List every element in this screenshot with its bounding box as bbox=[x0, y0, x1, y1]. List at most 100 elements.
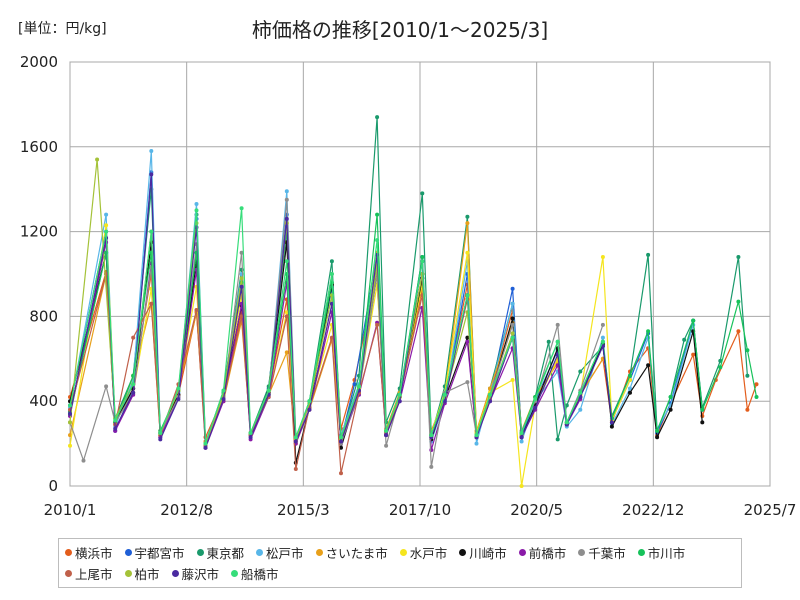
data-point bbox=[533, 405, 538, 410]
legend-label: 川崎市 bbox=[469, 546, 507, 561]
data-point bbox=[465, 335, 470, 340]
data-point bbox=[384, 433, 389, 438]
series-13 bbox=[68, 206, 605, 446]
data-point bbox=[384, 443, 389, 448]
data-point bbox=[307, 399, 312, 404]
data-point bbox=[284, 189, 289, 194]
data-point bbox=[465, 380, 470, 385]
data-point bbox=[609, 424, 614, 429]
legend-item: さいたま市 bbox=[315, 542, 388, 563]
data-point bbox=[194, 202, 199, 206]
data-point bbox=[474, 433, 479, 438]
data-point bbox=[131, 335, 136, 340]
data-point bbox=[339, 435, 343, 440]
legend-label: 千葉市 bbox=[588, 546, 626, 561]
data-point bbox=[736, 299, 741, 304]
y-tick-label: 800 bbox=[29, 307, 58, 325]
legend-item: 川崎市 bbox=[459, 542, 507, 563]
y-tick-label: 0 bbox=[48, 477, 58, 495]
data-point bbox=[375, 115, 380, 120]
data-point bbox=[149, 229, 154, 234]
data-point bbox=[239, 250, 244, 255]
data-point bbox=[510, 322, 515, 327]
data-point bbox=[745, 348, 750, 353]
legend-label: 東京都 bbox=[206, 546, 245, 561]
data-point bbox=[68, 420, 72, 425]
data-point bbox=[194, 208, 199, 213]
x-tick-label: 2020/5 bbox=[510, 501, 563, 519]
data-point bbox=[465, 339, 470, 344]
data-point bbox=[546, 339, 551, 344]
data-point bbox=[384, 428, 389, 433]
data-point bbox=[68, 411, 72, 416]
data-point bbox=[104, 212, 109, 217]
data-point bbox=[510, 331, 515, 336]
data-point bbox=[465, 293, 470, 298]
legend-label: 横浜市 bbox=[75, 546, 113, 561]
data-point bbox=[113, 418, 118, 423]
legend-item: 上尾市 bbox=[65, 563, 113, 584]
legend: 横浜市 宇都宮市 東京都 松戸市 さいたま市 水戸市 川崎市 前橋市 千葉市 市川市 上尾市 柏市 藤沢… bbox=[58, 538, 742, 588]
legend-item: 千葉市 bbox=[578, 542, 626, 563]
legend-item: 船橋市 bbox=[231, 563, 279, 584]
data-point bbox=[284, 350, 289, 355]
y-tick-label: 1200 bbox=[20, 223, 58, 241]
data-point bbox=[248, 435, 253, 440]
data-point bbox=[149, 149, 154, 153]
data-point bbox=[104, 223, 109, 228]
data-point bbox=[158, 437, 163, 442]
data-point bbox=[754, 382, 759, 387]
data-point bbox=[149, 172, 154, 177]
legend-item: 宇都宮市 bbox=[124, 542, 185, 563]
data-point bbox=[339, 439, 343, 444]
data-point bbox=[375, 212, 380, 217]
data-point bbox=[646, 329, 651, 334]
data-point bbox=[510, 286, 515, 291]
data-point bbox=[578, 407, 583, 412]
data-point bbox=[488, 386, 492, 391]
unit-label: [単位：円/kg] bbox=[18, 21, 107, 37]
data-point bbox=[736, 329, 741, 334]
legend-item: 前橋市 bbox=[518, 542, 566, 563]
y-tick-label: 1600 bbox=[20, 138, 58, 156]
data-point bbox=[339, 471, 343, 476]
data-point bbox=[510, 301, 515, 306]
legend-marker bbox=[171, 570, 179, 577]
x-tick-label: 2017/10 bbox=[389, 501, 451, 519]
legend-marker bbox=[399, 549, 407, 556]
data-point bbox=[745, 407, 750, 412]
legend-marker bbox=[231, 570, 239, 577]
data-point bbox=[691, 352, 696, 357]
legend-item: 松戸市 bbox=[256, 542, 304, 563]
data-point bbox=[646, 363, 651, 368]
y-tick-label: 2000 bbox=[20, 53, 58, 71]
data-point bbox=[221, 388, 226, 393]
legend-item: 市川市 bbox=[637, 542, 686, 563]
data-point bbox=[397, 399, 402, 404]
chart-title: 柿価格の推移[2010/1～2025/3] bbox=[251, 18, 549, 42]
data-point bbox=[239, 206, 244, 211]
legend-item: 横浜市 bbox=[65, 542, 113, 563]
data-point bbox=[158, 431, 163, 435]
data-point bbox=[745, 373, 750, 378]
data-point bbox=[68, 403, 72, 408]
data-point bbox=[628, 390, 632, 395]
y-axis-ticks: 0 400 800 1200 1600 2000 bbox=[20, 53, 58, 495]
data-point bbox=[682, 337, 687, 342]
x-tick-label: 2022/12 bbox=[622, 501, 684, 519]
data-point bbox=[519, 435, 524, 440]
data-point bbox=[113, 426, 118, 431]
legend-marker bbox=[315, 549, 323, 556]
data-point bbox=[284, 310, 289, 315]
data-point bbox=[442, 392, 447, 397]
legend-label: 市川市 bbox=[647, 546, 686, 561]
data-point bbox=[718, 365, 723, 370]
legend-marker bbox=[459, 549, 467, 556]
data-point bbox=[628, 373, 632, 378]
x-axis-ticks: 2010/1 2012/8 2015/3 2017/10 2020/5 2022/12 20… bbox=[44, 501, 797, 519]
legend-item: 柏市 bbox=[124, 563, 160, 584]
data-point bbox=[668, 407, 673, 412]
data-point bbox=[519, 431, 524, 435]
data-point bbox=[420, 259, 425, 264]
